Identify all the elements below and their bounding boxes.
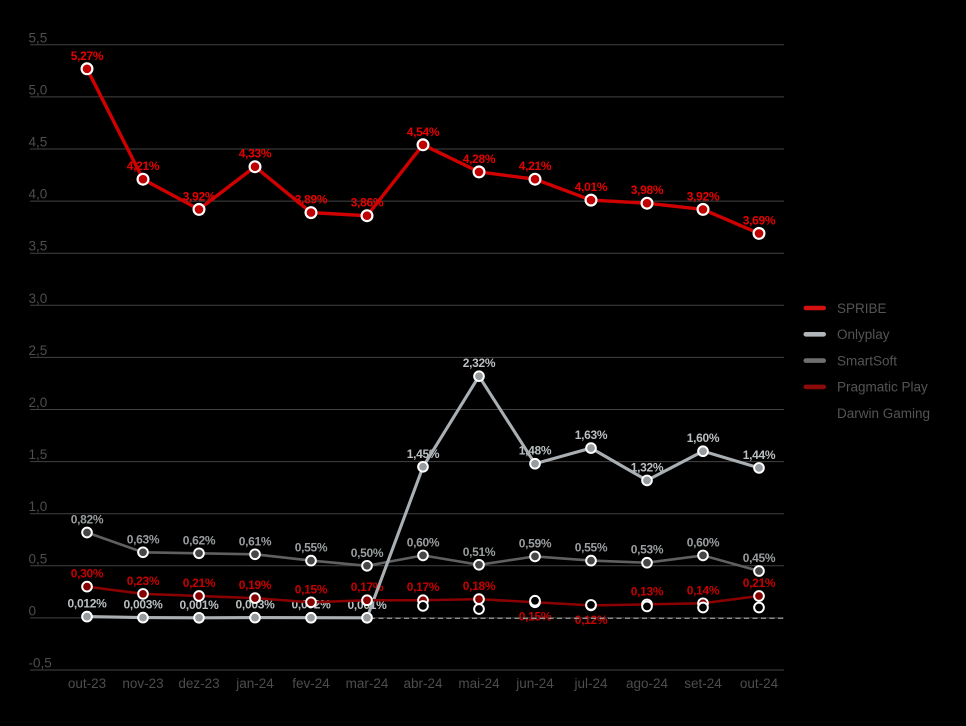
svg-text:3,5: 3,5 [29,239,48,254]
svg-text:4,33%: 4,33% [239,147,272,161]
svg-text:0,001%: 0,001% [180,598,220,612]
svg-text:2,32%: 2,32% [463,356,496,370]
svg-text:1,32%: 1,32% [631,460,664,474]
svg-text:0,51%: 0,51% [463,545,496,559]
svg-text:5,0: 5,0 [29,82,48,97]
svg-text:4,21%: 4,21% [519,159,552,173]
svg-text:0,18%: 0,18% [463,579,496,593]
svg-text:0,23%: 0,23% [127,574,160,588]
svg-text:Pragmatic Play: Pragmatic Play [837,380,928,395]
svg-text:SPRIBE: SPRIBE [837,301,887,316]
svg-text:0,14%: 0,14% [687,583,720,597]
svg-text:1,0: 1,0 [29,499,48,514]
svg-text:abr-24: abr-24 [403,676,443,691]
svg-text:0,61%: 0,61% [239,534,272,548]
svg-text:4,21%: 4,21% [127,159,160,173]
svg-text:out-23: out-23 [68,676,106,691]
svg-text:4,5: 4,5 [29,135,48,150]
svg-text:0,003%: 0,003% [124,598,164,612]
svg-text:0,59%: 0,59% [519,536,552,550]
svg-text:0,12%: 0,12% [575,613,608,627]
svg-text:0,60%: 0,60% [407,535,440,549]
svg-text:2,0: 2,0 [29,395,48,410]
svg-text:0,62%: 0,62% [183,533,216,547]
svg-text:3,98%: 3,98% [631,183,664,197]
svg-text:1,5: 1,5 [29,447,48,462]
svg-text:4,28%: 4,28% [463,152,496,166]
svg-text:0,21%: 0,21% [183,576,216,590]
svg-text:0,5: 0,5 [29,551,48,566]
svg-text:ago-24: ago-24 [626,676,669,691]
svg-text:0,012%: 0,012% [68,597,108,611]
svg-text:4,0: 4,0 [29,187,48,202]
svg-text:0,60%: 0,60% [687,535,720,549]
svg-text:1,63%: 1,63% [575,428,608,442]
svg-text:0,82%: 0,82% [71,513,104,527]
svg-text:set-24: set-24 [684,676,722,691]
svg-text:4,01%: 4,01% [575,180,608,194]
svg-text:out-24: out-24 [740,676,779,691]
svg-text:0,15%: 0,15% [519,610,552,624]
svg-text:0,13%: 0,13% [631,584,664,598]
svg-text:5,27%: 5,27% [71,49,104,63]
svg-text:5,5: 5,5 [29,30,48,45]
svg-text:1,44%: 1,44% [743,448,776,462]
svg-text:0,003%: 0,003% [236,598,276,612]
svg-text:0,55%: 0,55% [295,541,328,555]
svg-text:jul-24: jul-24 [573,676,608,691]
svg-text:3,0: 3,0 [29,291,48,306]
svg-text:1,60%: 1,60% [687,431,720,445]
svg-text:Onlyplay: Onlyplay [837,327,890,342]
svg-text:3,89%: 3,89% [295,193,328,207]
svg-text:jan-24: jan-24 [235,676,274,691]
svg-text:4,54%: 4,54% [407,125,440,139]
svg-text:0,21%: 0,21% [743,576,776,590]
svg-text:nov-23: nov-23 [122,676,163,691]
svg-text:3,92%: 3,92% [687,189,720,203]
svg-text:0,30%: 0,30% [71,567,104,581]
svg-text:mar-24: mar-24 [346,676,389,691]
svg-text:jun-24: jun-24 [515,676,554,691]
svg-text:3,92%: 3,92% [183,189,216,203]
svg-text:2,5: 2,5 [29,343,48,358]
svg-text:0,17%: 0,17% [407,580,440,594]
svg-text:0,50%: 0,50% [351,546,384,560]
svg-text:fev-24: fev-24 [292,676,330,691]
svg-text:0: 0 [29,603,37,618]
svg-text:0,19%: 0,19% [239,578,272,592]
svg-text:0,45%: 0,45% [743,551,776,565]
svg-text:0,55%: 0,55% [575,541,608,555]
svg-text:Darwin Gaming: Darwin Gaming [837,406,930,421]
svg-text:3,69%: 3,69% [743,213,776,227]
svg-text:0,15%: 0,15% [295,582,328,596]
svg-text:0,63%: 0,63% [127,532,160,546]
svg-text:SmartSoft: SmartSoft [837,353,897,368]
svg-text:-0,5: -0,5 [29,656,52,671]
svg-text:mai-24: mai-24 [458,676,500,691]
svg-text:dez-23: dez-23 [178,676,219,691]
svg-text:0,53%: 0,53% [631,543,664,557]
